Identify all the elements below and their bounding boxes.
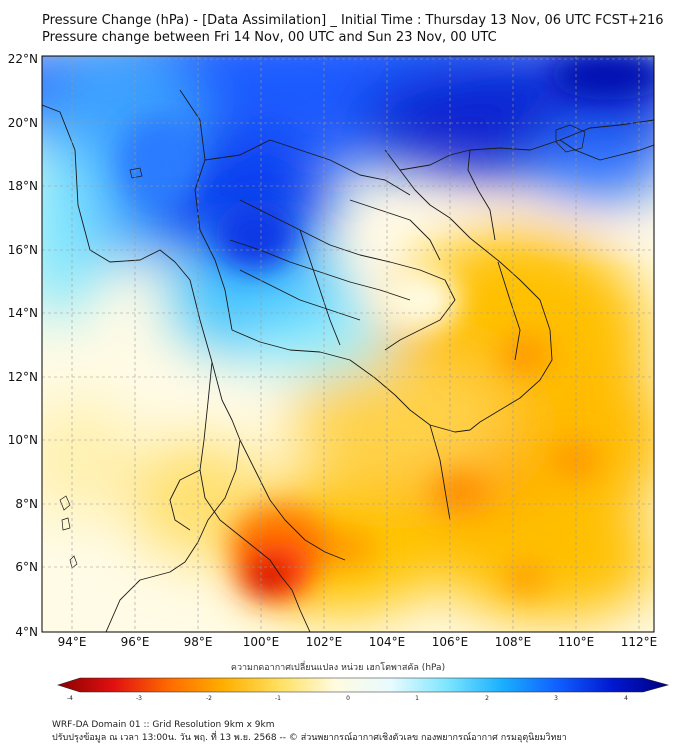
lat-label: 8°N xyxy=(15,497,38,511)
lon-label: 106°E xyxy=(432,635,469,649)
footer: WRF-DA Domain 01 :: Grid Resolution 9km … xyxy=(52,719,567,745)
lat-label: 14°N xyxy=(8,306,38,320)
map-title: Pressure Change (hPa) - [Data Assimilati… xyxy=(42,12,663,46)
map-frame xyxy=(41,55,655,633)
lon-label: 110°E xyxy=(558,635,595,649)
colorbar-tick-label: 2 xyxy=(485,695,489,702)
lon-label: 96°E xyxy=(121,635,150,649)
lat-label: 12°N xyxy=(8,370,38,384)
colorbar-tick-label: 4 xyxy=(624,695,628,702)
pressure-field xyxy=(42,56,654,632)
colorbar-tick-label: -3 xyxy=(136,695,142,702)
colorbar-tick-label: -2 xyxy=(206,695,212,702)
lat-label: 10°N xyxy=(8,433,38,447)
lon-label: 108°E xyxy=(495,635,532,649)
lon-label: 102°E xyxy=(306,635,343,649)
lon-label: 112°E xyxy=(621,635,658,649)
graticule xyxy=(42,56,654,632)
lon-axis: 94°E 96°E 98°E 100°E 102°E 104°E 106°E 1… xyxy=(58,635,658,649)
lon-label: 94°E xyxy=(58,635,87,649)
coastlines xyxy=(42,89,654,632)
footer-line-2: ปรับปรุงข้อมูล ณ เวลา 13:00น. วัน พฤ. ที… xyxy=(52,733,567,743)
islands xyxy=(59,124,586,569)
lat-label: 4°N xyxy=(15,625,38,639)
lon-label: 104°E xyxy=(369,635,406,649)
title-line-2: Pressure change between Fri 14 Nov, 00 U… xyxy=(42,30,497,45)
colorbar: -4 -3 -2 -1 0 1 2 3 4 xyxy=(57,677,670,702)
lat-label: 20°N xyxy=(8,116,38,130)
lat-label: 18°N xyxy=(8,179,38,193)
footer-line-1: WRF-DA Domain 01 :: Grid Resolution 9km … xyxy=(52,720,275,730)
colorbar-tick-label: -4 xyxy=(67,695,73,702)
title-line-1: Pressure Change (hPa) - [Data Assimilati… xyxy=(42,13,664,28)
lat-label: 22°N xyxy=(8,52,38,66)
colorbar-tick-label: -1 xyxy=(275,695,281,702)
lat-label: 16°N xyxy=(8,243,38,257)
lon-label: 100°E xyxy=(243,635,280,649)
lon-label: 98°E xyxy=(184,635,213,649)
map-panel: 22°N 20°N 18°N 16°N 14°N 12°N 10°N 8°N 6… xyxy=(8,52,658,649)
pressure-map: 22°N 20°N 18°N 16°N 14°N 12°N 10°N 8°N 6… xyxy=(8,52,658,649)
colorbar-tick-label: 3 xyxy=(554,695,558,702)
colorbar-tick-label: 1 xyxy=(415,695,419,702)
colorbar-label: ความกดอากาศเปลี่ยนแปลง หน่วย เฮกโตพาสคัล… xyxy=(230,663,446,673)
colorbar-ticks: -4 -3 -2 -1 0 1 2 3 4 xyxy=(67,695,628,702)
colorbar-bar xyxy=(57,677,670,693)
lat-label: 6°N xyxy=(15,560,38,574)
colorbar-tick-label: 0 xyxy=(346,695,350,702)
lat-axis: 22°N 20°N 18°N 16°N 14°N 12°N 10°N 8°N 6… xyxy=(8,52,38,639)
